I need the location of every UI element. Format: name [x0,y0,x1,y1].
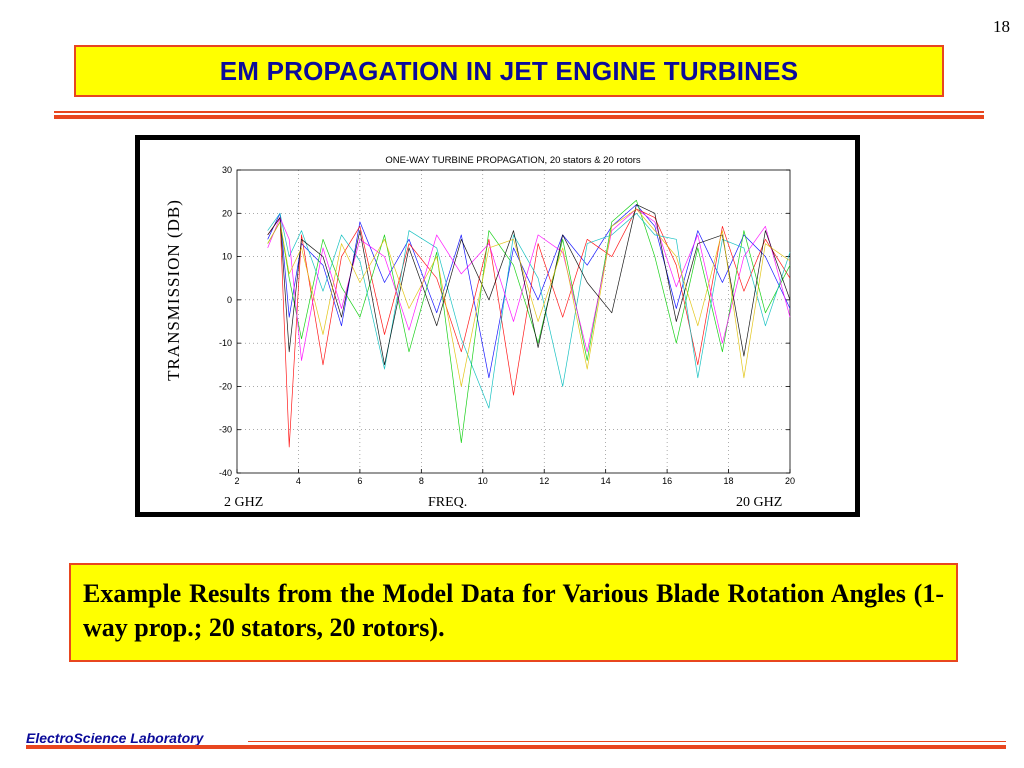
series-line-1 [267,204,791,379]
series-line-2 [267,208,791,448]
y-tick-label: -30 [219,425,232,435]
y-tick-label: 20 [222,208,232,218]
chart-svg: ONE-WAY TURBINE PROPAGATION, 20 stators … [219,155,795,486]
x-axis-label: FREQ. [428,495,468,510]
x-tick-label: 8 [419,476,424,486]
y-tick-label: -20 [219,381,232,391]
x-tick-label: 12 [539,476,549,486]
x-tick-label: 16 [662,476,672,486]
x-axis-right-label: 20 GHZ [736,495,783,510]
x-axis-left-label: 2 GHZ [224,495,264,510]
y-tick-label: -10 [219,338,232,348]
footer-rule-thin [248,741,1006,742]
y-tick-label: 30 [222,165,232,175]
grid-layer [237,170,790,473]
y-axis-label: TRANSMISSION (DB) [164,199,183,381]
x-tick-label: 2 [234,476,239,486]
footer-lab-name: ElectroScience Laboratory [26,730,204,746]
plot-box [236,169,791,474]
title-rule-thick [54,115,984,119]
x-tick-label: 4 [296,476,301,486]
title-rule-thin [54,111,984,113]
y-tick-label: 0 [227,295,232,305]
x-tick-label: 6 [357,476,362,486]
chart-title: ONE-WAY TURBINE PROPAGATION, 20 stators … [385,155,641,166]
x-tick-label: 18 [724,476,734,486]
series-line-6 [267,204,791,366]
page-number: 18 [993,17,1010,36]
series-line-4 [267,212,791,409]
x-tick-label: 10 [478,476,488,486]
caption-text: Example Results from the Model Data for … [83,579,944,642]
chart-frame: ONE-WAY TURBINE PROPAGATION, 20 stators … [135,135,860,517]
axis-layer [236,169,791,474]
caption-box: Example Results from the Model Data for … [69,563,958,662]
series-line-3 [267,199,791,444]
slide-title: EM PROPAGATION IN JET ENGINE TURBINES [219,55,799,86]
y-tick-label: -40 [219,468,232,478]
x-tick-label: 20 [785,476,795,486]
tick-layer: 2 4 6 8 10 12 14 16 18 20 30 20 10 0 -10 -20 -30 -40 [219,165,795,486]
title-box: EM PROPAGATION IN JET ENGINE TURBINES [74,45,944,97]
footer-rule-thick [26,745,1006,749]
series-line-7 [267,208,791,387]
y-tick-label: 10 [222,252,232,262]
series-layer [267,199,791,448]
series-line-5 [267,208,791,361]
x-tick-label: 14 [601,476,611,486]
